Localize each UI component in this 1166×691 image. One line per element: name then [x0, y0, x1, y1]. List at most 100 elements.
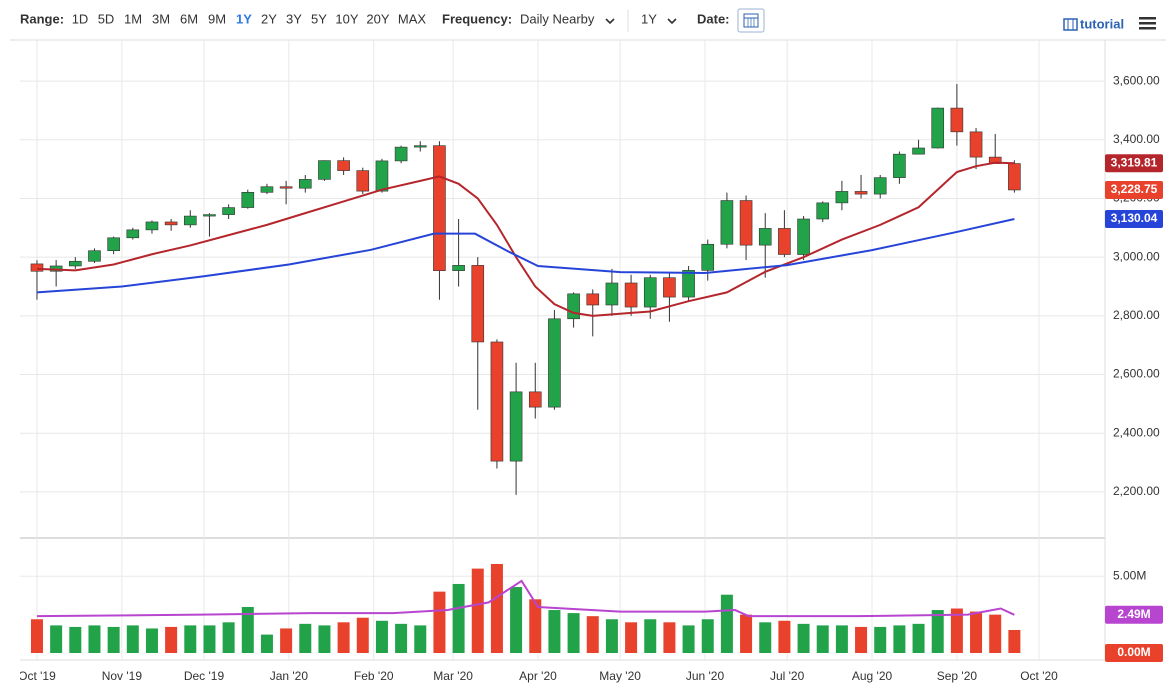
candle-body [605, 282, 619, 306]
volume-bar [720, 594, 733, 653]
candle-body [643, 277, 657, 308]
range-button[interactable]: 5D [98, 11, 115, 26]
volume-bar [835, 625, 848, 653]
volume-bar [107, 626, 120, 653]
period-select[interactable]: 1Y [641, 11, 657, 26]
volume-bar [260, 634, 273, 653]
candle-body [663, 277, 676, 298]
candle-body [720, 200, 734, 245]
chevron [605, 18, 615, 25]
volume-bar [471, 568, 484, 653]
candle-body [260, 186, 274, 193]
range-button[interactable]: 6M [180, 11, 198, 26]
volume-bar [759, 622, 772, 653]
volume-bar [452, 583, 465, 653]
volume-bar [280, 628, 293, 653]
volume-bar [222, 622, 235, 653]
candle-body [337, 160, 350, 171]
x-tick-label: Jun '20 [686, 669, 725, 683]
candle-body [471, 265, 485, 343]
candle-body [950, 107, 964, 133]
candle-body [69, 260, 82, 267]
price-tag [1105, 154, 1163, 173]
date-label: Date: [697, 11, 730, 26]
candle-body [873, 177, 887, 195]
volume-bar [855, 626, 868, 653]
candle-body [528, 391, 542, 408]
x-tick-label: Mar '20 [433, 669, 473, 683]
x-tick-label: Oct '19 [18, 669, 56, 683]
overlay-line [36, 161, 1015, 317]
price-tag [1105, 209, 1163, 228]
range-button[interactable]: 1M [124, 11, 142, 26]
candle-body [30, 263, 44, 272]
overlay-line [36, 579, 1015, 618]
price-tag-label: 2.49M [1117, 607, 1150, 621]
volume-bar [337, 622, 350, 653]
volume-bar [318, 625, 331, 653]
candle-body [490, 341, 504, 462]
range-button[interactable]: MAX [398, 11, 427, 26]
volume-bar [510, 587, 523, 653]
frequency-select[interactable]: Daily Nearby [520, 11, 595, 26]
calendar-button[interactable] [737, 8, 765, 33]
candle-body [893, 153, 906, 178]
volume-bar [165, 626, 178, 653]
volume-bar [797, 623, 810, 653]
range-button[interactable]: 3Y [286, 11, 302, 26]
volume-bar [433, 591, 446, 653]
candle-body [241, 192, 255, 208]
y-tick-label: 2,800.00 [1113, 308, 1160, 322]
x-tick-label: Dec '19 [184, 669, 225, 683]
volume-bar [548, 610, 561, 653]
range-button[interactable]: 10Y [335, 11, 358, 26]
candle-body [394, 146, 408, 162]
volume-bar [778, 620, 791, 653]
tutorial-text[interactable]: tutorial [1080, 16, 1124, 31]
candle-body [509, 391, 523, 462]
range-button[interactable]: 1Y [236, 11, 252, 26]
price-tag-label: 0.00M [1117, 645, 1150, 659]
range-button[interactable]: 5Y [311, 11, 327, 26]
volume-bar [682, 625, 695, 653]
volume-bar [605, 619, 618, 653]
candle-body [164, 221, 178, 226]
candle-body [778, 228, 791, 255]
volume-bar [1008, 629, 1021, 653]
range-button[interactable]: 3M [152, 11, 170, 26]
volume-bar [663, 622, 676, 653]
frequency-label: Frequency: [442, 11, 512, 26]
candle-body [452, 265, 465, 271]
price-tag-label: 3,228.75 [1111, 182, 1158, 196]
menu-button[interactable] [1139, 17, 1156, 30]
volume-bar [586, 616, 599, 653]
volume-bar [299, 623, 312, 653]
x-tick-label: Nov '19 [102, 669, 143, 683]
range-button[interactable]: 2Y [261, 11, 277, 26]
range-button[interactable]: 20Y [366, 11, 389, 26]
candle-body [222, 207, 235, 215]
candle-body [969, 131, 983, 158]
price-tag [1105, 644, 1163, 662]
volume-bar [30, 619, 43, 653]
candle-body [433, 145, 446, 271]
candle-body [854, 191, 868, 195]
range-button[interactable]: 1D [72, 11, 89, 26]
price-tag [1105, 605, 1163, 624]
volume-bar [356, 617, 369, 653]
volume-bar [567, 613, 580, 653]
volume-bar [874, 626, 887, 653]
price-tag-label: 3,319.81 [1111, 155, 1158, 169]
range-label: Range: [20, 11, 64, 26]
y-tick-label: 3,000.00 [1113, 249, 1160, 263]
volume-bar [375, 620, 388, 653]
volume-bar [203, 625, 216, 653]
candle-body [548, 318, 561, 408]
x-tick-label: Jul '20 [770, 669, 805, 683]
volume-bar [644, 619, 657, 653]
tutorial-link[interactable]: tutorial [1063, 16, 1124, 31]
range-button[interactable]: 9M [208, 11, 226, 26]
x-tick-label: Oct '20 [1020, 669, 1058, 683]
candle-body [279, 186, 293, 189]
